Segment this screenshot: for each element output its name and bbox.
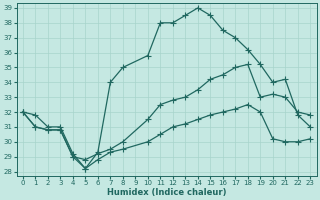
X-axis label: Humidex (Indice chaleur): Humidex (Indice chaleur) <box>107 188 226 197</box>
